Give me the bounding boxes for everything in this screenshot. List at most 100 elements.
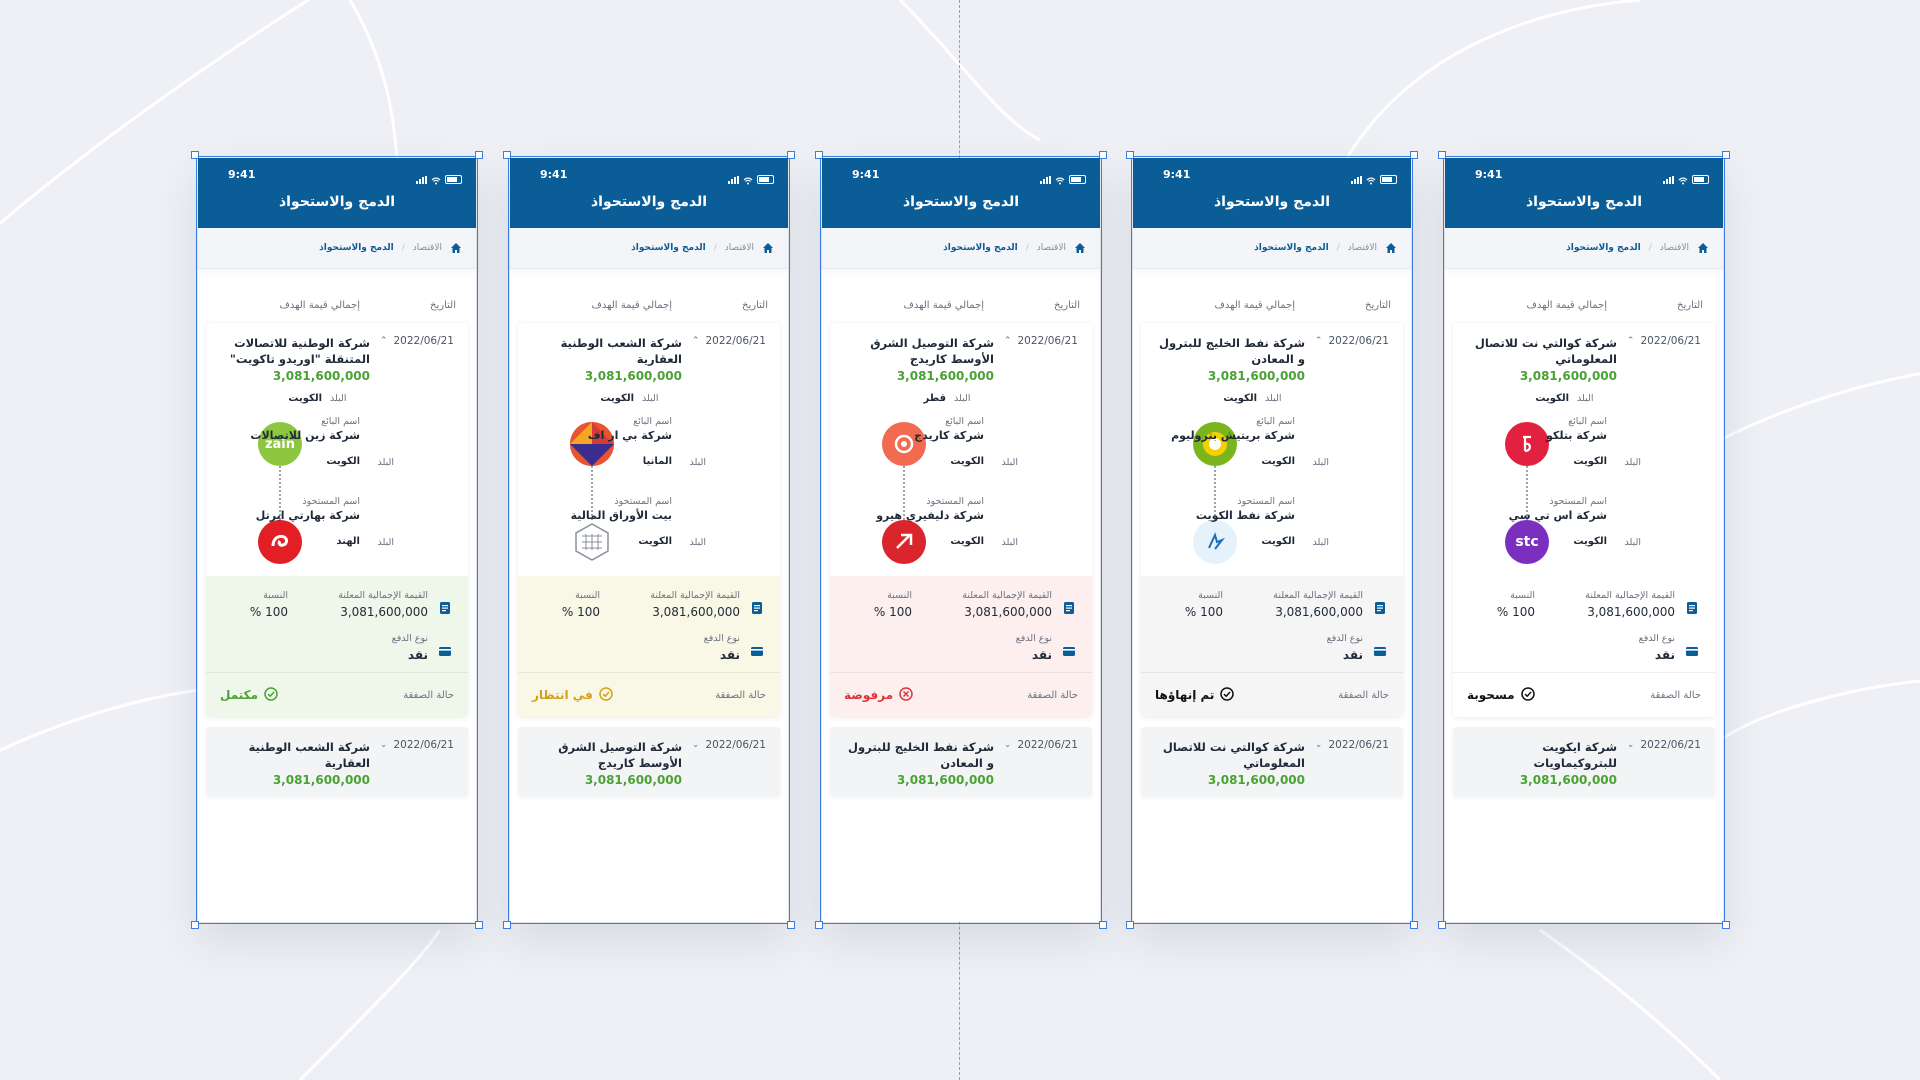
summary-values: القيمة الإجمالية المعلنة 3,081,600,000 ا… (518, 576, 780, 672)
ratio-value: 100 % (1496, 605, 1535, 619)
payment-row: نوع الدفع نقد (1469, 633, 1699, 662)
target-company: شركة الوطنية للاتصالات المتنقلة "اوريدو … (229, 336, 370, 366)
chevron-down-icon[interactable]: ⌄ (1314, 740, 1323, 750)
column-date[interactable]: التاريخ (430, 300, 456, 311)
status-label: حالة الصفقة (1338, 689, 1389, 701)
chevron-down-icon[interactable]: ⌄ (379, 740, 388, 750)
seller-country-row: الكويت (1563, 456, 1607, 467)
next-target-amount: 3,081,600,000 (272, 773, 370, 787)
status-badge: تم إنهاؤها (1155, 686, 1235, 704)
signal-icon (728, 175, 739, 184)
chevron-up-icon[interactable]: ⌃ (379, 336, 388, 346)
deal-title-block: شركة نفط الخليج للبترول و المعادن 3,081,… (1155, 335, 1305, 383)
next-deal-date: 2022/06/21 ⌄ (692, 739, 766, 751)
breadcrumb-parent[interactable]: الاقتصاد (1659, 243, 1689, 253)
chevron-up-icon[interactable]: ⌃ (691, 336, 700, 346)
buyer-logo (258, 520, 302, 564)
summary-values: القيمة الإجمالية المعلنة 3,081,600,000 ا… (206, 576, 468, 672)
chevron-up-icon[interactable]: ⌃ (1003, 336, 1012, 346)
deal-details: 2022/06/21 ⌃ شركة الشعب الوطنية العقارية… (518, 323, 780, 576)
deal-card-expanded[interactable]: 2022/06/21 ⌃ شركة التوصيل الشرق الأوسط ك… (830, 323, 1092, 717)
column-date[interactable]: التاريخ (1677, 300, 1703, 311)
home-icon[interactable] (1697, 242, 1709, 254)
deal-summary: القيمة الإجمالية المعلنة 3,081,600,000 ا… (830, 576, 1092, 717)
target-amount: 3,081,600,000 (584, 369, 682, 383)
deal-card-collapsed[interactable]: 2022/06/21 ⌄ شركة نفط الخليج للبترول و ا… (830, 727, 1092, 797)
buyer-country-row: الكويت (940, 536, 984, 547)
breadcrumb-parent[interactable]: الاقتصاد (1036, 243, 1066, 253)
column-total[interactable]: إجمالي قيمة الهدف (1526, 300, 1608, 311)
declared-row: القيمة الإجمالية المعلنة 3,081,600,000 ا… (534, 590, 764, 619)
column-date[interactable]: التاريخ (1054, 300, 1080, 311)
payment-value: نقد (407, 648, 428, 662)
chevron-up-icon[interactable]: ⌃ (1314, 336, 1323, 346)
breadcrumb-current: الدمج والاستحواذ (1566, 243, 1641, 253)
buyer-country-row: الكويت (1563, 536, 1607, 547)
next-deal-date-text: 2022/06/21 (705, 739, 766, 751)
deal-card-collapsed[interactable]: 2022/06/21 ⌄ شركة ايكويت للبتروكيماويات … (1453, 727, 1715, 797)
seller-country: الكويت (950, 456, 984, 467)
payment-label: نوع الدفع (703, 633, 740, 644)
deal-card-expanded[interactable]: 2022/06/21 ⌃ شركة الوطنية للاتصالات المت… (206, 323, 468, 717)
status-time: 9:41 (228, 168, 256, 181)
deal-date: 2022/06/21 ⌃ (1004, 335, 1078, 347)
declared-block: القيمة الإجمالية المعلنة 3,081,600,000 (1575, 590, 1675, 619)
next-target-company: شركة الشعب الوطنية العقارية (248, 740, 370, 770)
breadcrumb-parent[interactable]: الاقتصاد (724, 243, 754, 253)
deal-card-collapsed[interactable]: 2022/06/21 ⌄ شركة كوالتي نت للاتصال المع… (1141, 727, 1403, 797)
seller-name: شركة بي ار اف (587, 429, 672, 442)
home-icon[interactable] (450, 242, 462, 254)
buyer-country: الكويت (1261, 536, 1295, 547)
breadcrumb: الاقتصاد / الدمج والاستحواذ (198, 228, 476, 269)
column-total[interactable]: إجمالي قيمة الهدف (1214, 300, 1296, 311)
deal-card-expanded[interactable]: 2022/06/21 ⌃ شركة الشعب الوطنية العقارية… (518, 323, 780, 717)
buyer-country-label: البلد (1312, 537, 1329, 548)
deal-card-collapsed[interactable]: 2022/06/21 ⌄ شركة التوصيل الشرق الأوسط ك… (518, 727, 780, 797)
buyer-label: اسم المستحوذ (614, 496, 672, 507)
status-label: حالة الصفقة (1027, 689, 1078, 701)
chevron-up-icon[interactable]: ⌃ (1626, 336, 1635, 346)
home-icon[interactable] (1385, 242, 1397, 254)
deal-card-expanded[interactable]: 2022/06/21 ⌃ شركة كوالتي نت للاتصال المع… (1453, 323, 1715, 717)
deal-card-collapsed[interactable]: 2022/06/21 ⌄ شركة الشعب الوطنية العقارية… (206, 727, 468, 797)
home-icon[interactable] (762, 242, 774, 254)
chevron-down-icon[interactable]: ⌄ (691, 740, 700, 750)
chevron-down-icon[interactable]: ⌄ (1626, 740, 1635, 750)
column-total[interactable]: إجمالي قيمة الهدف (591, 300, 673, 311)
parties: stc اسم البائع شركة بتلكو الكويت البلد ا… (1467, 416, 1701, 566)
seller-country: الكويت (1573, 456, 1607, 467)
next-deal-date-text: 2022/06/21 (1017, 739, 1078, 751)
target-country-label: البلد (954, 393, 971, 404)
app-header: 9:41 الدمج والاستحواذ (1445, 158, 1723, 228)
next-deal-title-block: شركة نفط الخليج للبترول و المعادن 3,081,… (844, 739, 994, 787)
breadcrumb-current: الدمج والاستحواذ (631, 243, 706, 253)
breadcrumb-parent[interactable]: الاقتصاد (1347, 243, 1377, 253)
breadcrumb-parent[interactable]: الاقتصاد (412, 243, 442, 253)
buyer-info: اسم المستحوذ شركة بهارتي ايرتل (256, 496, 360, 522)
ratio-block: النسبة 100 % (228, 590, 288, 619)
next-deal-date: 2022/06/21 ⌄ (1627, 739, 1701, 751)
deal-card-expanded[interactable]: 2022/06/21 ⌃ شركة نفط الخليج للبترول و ا… (1141, 323, 1403, 717)
next-target-company: شركة التوصيل الشرق الأوسط كاريدج (558, 740, 682, 770)
next-deal-header: 2022/06/21 ⌄ شركة نفط الخليج للبترول و ا… (844, 739, 1078, 787)
home-icon[interactable] (1074, 242, 1086, 254)
declared-row: القيمة الإجمالية المعلنة 3,081,600,000 ا… (1469, 590, 1699, 619)
declared-row: القيمة الإجمالية المعلنة 3,081,600,000 ا… (846, 590, 1076, 619)
target-country: قطر (923, 393, 946, 404)
status-icons (728, 170, 774, 189)
signal-icon (416, 175, 427, 184)
deal-header-row: 2022/06/21 ⌃ شركة التوصيل الشرق الأوسط ك… (844, 335, 1078, 383)
page-title: الدمج والاستحواذ (1525, 194, 1643, 210)
parties-connector (1526, 458, 1528, 520)
deal-status-row: حالة الصفقة مكتمل (206, 672, 468, 717)
column-total[interactable]: إجمالي قيمة الهدف (903, 300, 985, 311)
column-total[interactable]: إجمالي قيمة الهدف (279, 300, 361, 311)
parties-connector (1214, 458, 1216, 520)
chevron-down-icon[interactable]: ⌄ (1003, 740, 1012, 750)
column-date[interactable]: التاريخ (1365, 300, 1391, 311)
column-date[interactable]: التاريخ (742, 300, 768, 311)
deal-status-row: حالة الصفقة في انتظار (518, 672, 780, 717)
target-country: الكويت (1223, 393, 1257, 404)
ratio-label: النسبة (575, 590, 600, 601)
